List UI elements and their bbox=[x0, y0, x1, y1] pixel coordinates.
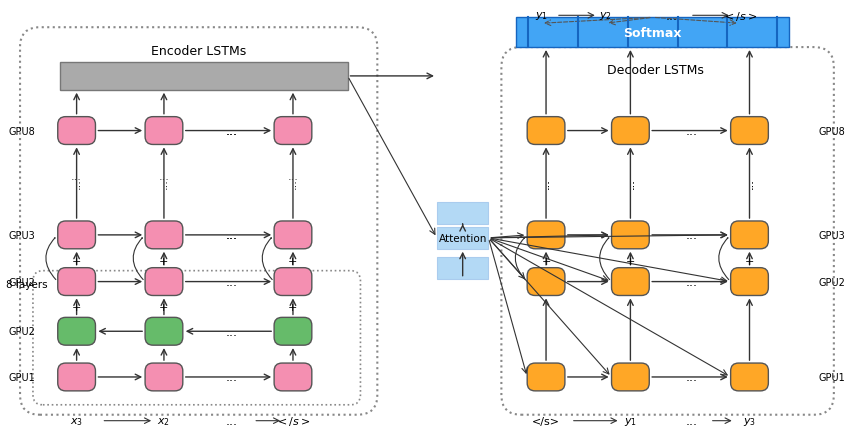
FancyBboxPatch shape bbox=[527, 221, 565, 249]
Text: ...: ... bbox=[745, 178, 754, 189]
FancyArrowPatch shape bbox=[516, 238, 525, 280]
Text: +: + bbox=[745, 256, 754, 266]
Text: GPU1: GPU1 bbox=[8, 372, 35, 382]
Text: Encoder LSTMs: Encoder LSTMs bbox=[151, 44, 247, 57]
FancyBboxPatch shape bbox=[58, 268, 95, 296]
FancyBboxPatch shape bbox=[527, 268, 565, 296]
FancyBboxPatch shape bbox=[58, 363, 95, 391]
FancyBboxPatch shape bbox=[145, 221, 183, 249]
Text: ...: ... bbox=[226, 414, 238, 427]
FancyBboxPatch shape bbox=[437, 257, 489, 279]
Text: $y_2$: $y_2$ bbox=[599, 10, 612, 22]
FancyBboxPatch shape bbox=[731, 268, 768, 296]
Text: $x_2$: $x_2$ bbox=[157, 415, 170, 427]
FancyBboxPatch shape bbox=[274, 117, 312, 145]
Text: +: + bbox=[159, 303, 168, 312]
Text: ...: ... bbox=[541, 178, 551, 189]
Text: 8 layers: 8 layers bbox=[6, 279, 48, 289]
Text: $y_1$: $y_1$ bbox=[535, 10, 548, 22]
Text: ...: ... bbox=[226, 325, 238, 338]
Text: ...: ... bbox=[626, 178, 635, 189]
FancyBboxPatch shape bbox=[274, 318, 312, 345]
FancyBboxPatch shape bbox=[58, 318, 95, 345]
FancyArrowPatch shape bbox=[600, 238, 609, 280]
Text: Attention: Attention bbox=[438, 233, 487, 243]
FancyBboxPatch shape bbox=[20, 28, 378, 415]
Text: Softmax: Softmax bbox=[623, 26, 682, 39]
FancyBboxPatch shape bbox=[612, 221, 649, 249]
FancyBboxPatch shape bbox=[731, 221, 768, 249]
Text: $y_1$: $y_1$ bbox=[624, 415, 637, 427]
Text: GPU2: GPU2 bbox=[8, 277, 35, 287]
Text: ...: ... bbox=[288, 178, 298, 189]
FancyBboxPatch shape bbox=[274, 363, 312, 391]
FancyBboxPatch shape bbox=[731, 363, 768, 391]
Text: +: + bbox=[72, 256, 82, 266]
FancyBboxPatch shape bbox=[60, 63, 347, 91]
Text: Decoder LSTMs: Decoder LSTMs bbox=[607, 64, 704, 77]
Text: ...: ... bbox=[686, 371, 698, 384]
Text: ...: ... bbox=[159, 171, 169, 181]
Text: ...: ... bbox=[541, 178, 551, 189]
FancyBboxPatch shape bbox=[33, 271, 360, 405]
FancyBboxPatch shape bbox=[731, 117, 768, 145]
Text: ...: ... bbox=[686, 229, 698, 242]
FancyBboxPatch shape bbox=[145, 268, 183, 296]
Text: ...: ... bbox=[226, 229, 238, 242]
Text: ...: ... bbox=[71, 178, 82, 189]
Text: GPU2: GPU2 bbox=[819, 277, 845, 287]
FancyBboxPatch shape bbox=[437, 203, 489, 224]
Text: +: + bbox=[288, 303, 298, 312]
FancyBboxPatch shape bbox=[612, 363, 649, 391]
Text: ...: ... bbox=[226, 276, 238, 289]
FancyBboxPatch shape bbox=[58, 117, 95, 145]
FancyBboxPatch shape bbox=[437, 227, 489, 249]
FancyBboxPatch shape bbox=[145, 318, 183, 345]
Text: ...: ... bbox=[226, 371, 238, 384]
Text: GPU3: GPU3 bbox=[8, 230, 35, 240]
FancyBboxPatch shape bbox=[527, 363, 565, 391]
Text: GPU8: GPU8 bbox=[8, 126, 35, 136]
FancyBboxPatch shape bbox=[58, 221, 95, 249]
FancyArrowPatch shape bbox=[133, 238, 143, 280]
Text: +: + bbox=[542, 256, 550, 266]
Text: ...: ... bbox=[686, 276, 698, 289]
FancyArrowPatch shape bbox=[719, 238, 729, 280]
Text: ...: ... bbox=[226, 229, 238, 242]
Text: ...: ... bbox=[71, 171, 82, 181]
Text: $y_3$: $y_3$ bbox=[743, 415, 756, 427]
Text: $</s>$: $</s>$ bbox=[275, 414, 311, 427]
Text: ...: ... bbox=[226, 125, 238, 138]
Text: +: + bbox=[626, 256, 635, 266]
Text: +: + bbox=[72, 303, 82, 312]
FancyArrowPatch shape bbox=[46, 238, 56, 280]
Text: GPU2: GPU2 bbox=[8, 326, 35, 336]
FancyBboxPatch shape bbox=[145, 117, 183, 145]
FancyBboxPatch shape bbox=[145, 363, 183, 391]
FancyBboxPatch shape bbox=[612, 268, 649, 296]
Text: GPU3: GPU3 bbox=[819, 230, 845, 240]
Text: GPU8: GPU8 bbox=[819, 126, 845, 136]
Text: ...: ... bbox=[159, 178, 169, 189]
Text: $</s>$: $</s>$ bbox=[722, 10, 757, 23]
Text: ...: ... bbox=[745, 178, 754, 189]
Text: GPU1: GPU1 bbox=[819, 372, 845, 382]
FancyBboxPatch shape bbox=[274, 221, 312, 249]
Text: ...: ... bbox=[666, 10, 678, 23]
Text: +: + bbox=[288, 256, 298, 266]
Text: +: + bbox=[159, 256, 168, 266]
Text: </s>: </s> bbox=[532, 416, 560, 426]
FancyBboxPatch shape bbox=[516, 18, 789, 48]
Text: ...: ... bbox=[226, 125, 238, 138]
Text: ...: ... bbox=[626, 178, 635, 189]
FancyBboxPatch shape bbox=[274, 268, 312, 296]
FancyBboxPatch shape bbox=[612, 117, 649, 145]
Text: ...: ... bbox=[686, 414, 698, 427]
Text: ...: ... bbox=[287, 171, 299, 181]
Text: $x_3$: $x_3$ bbox=[70, 415, 83, 427]
FancyBboxPatch shape bbox=[527, 117, 565, 145]
FancyBboxPatch shape bbox=[502, 48, 834, 415]
FancyArrowPatch shape bbox=[262, 238, 273, 280]
Text: ...: ... bbox=[686, 125, 698, 138]
